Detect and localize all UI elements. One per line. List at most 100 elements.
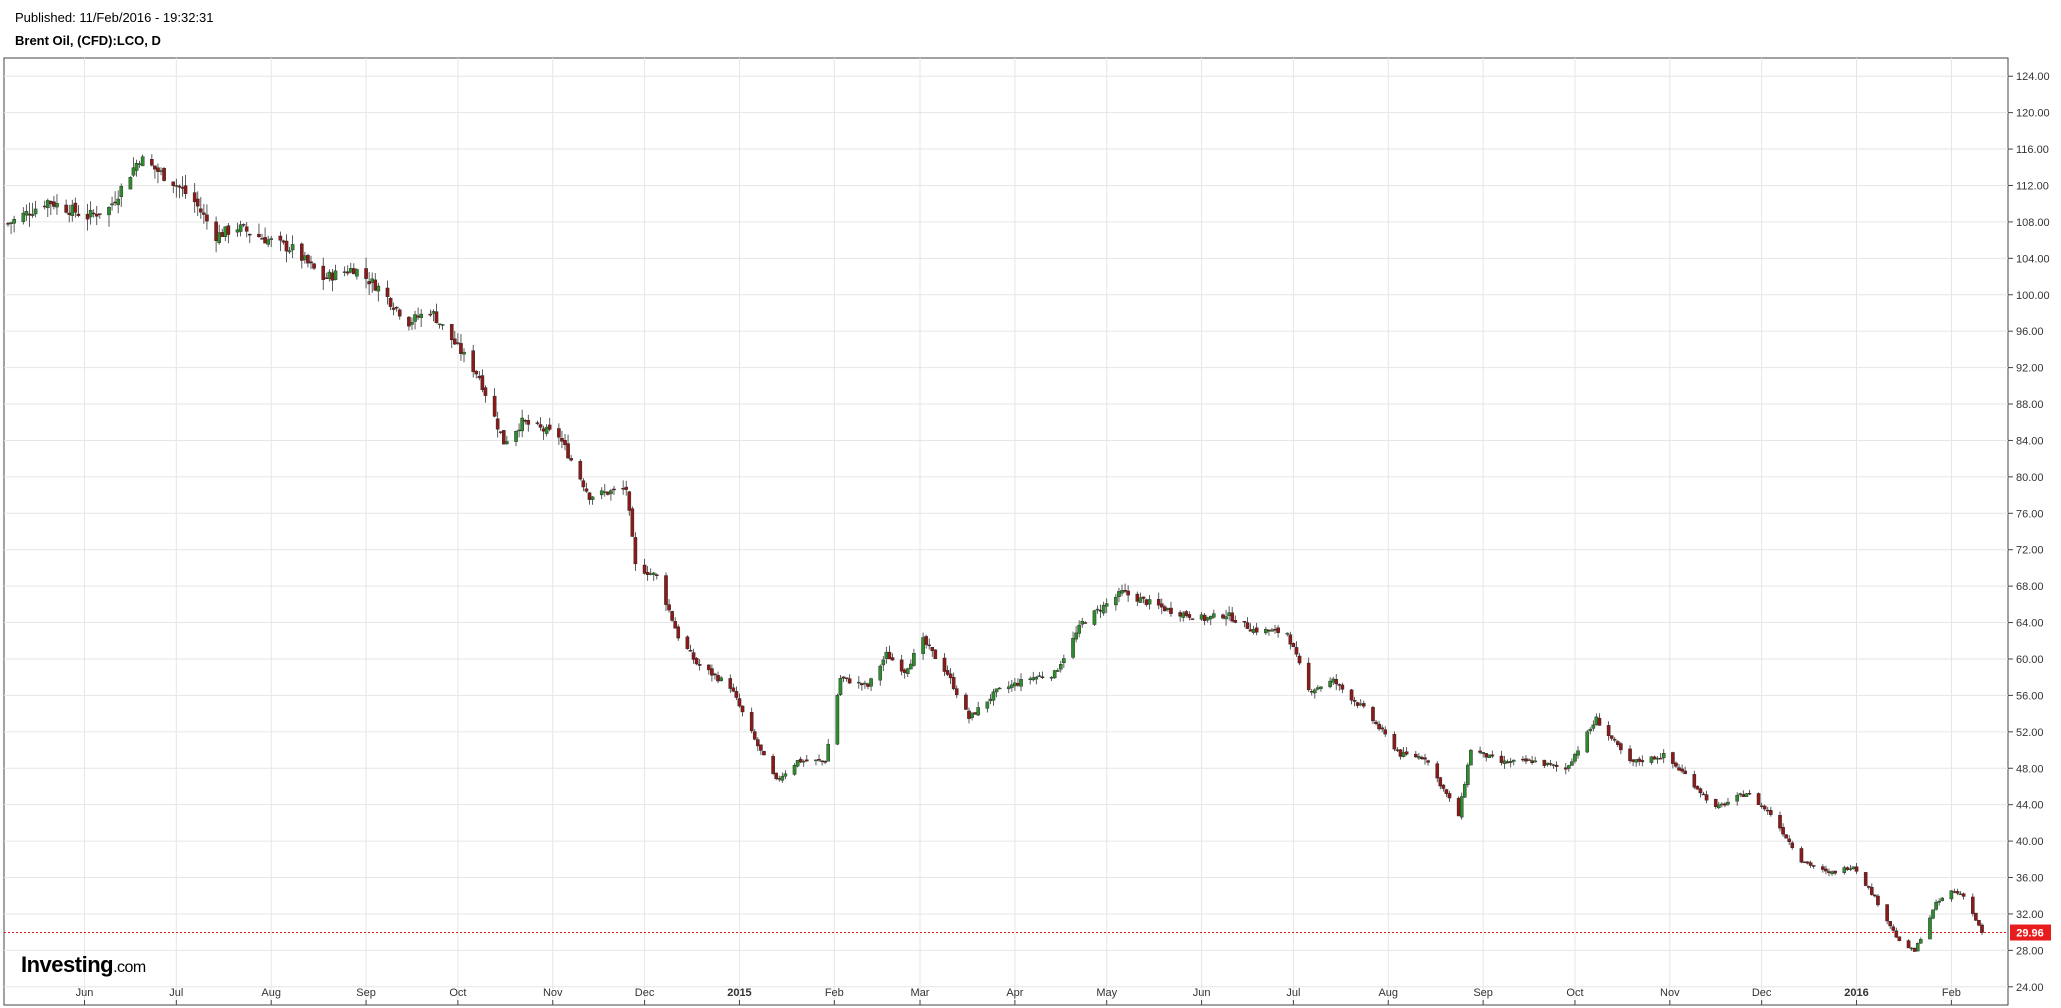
candle-body [49, 201, 53, 205]
candle-body [1414, 753, 1418, 758]
candle-body [1671, 752, 1675, 764]
x-tick-label: Mar [911, 987, 930, 999]
candle-body [1294, 647, 1299, 655]
candle-body [342, 271, 347, 273]
y-tick-label: 84.00 [2016, 435, 2044, 447]
candle-body [798, 758, 803, 763]
candle-body [517, 429, 521, 432]
candle-body [107, 207, 111, 216]
candle-body [330, 272, 335, 281]
candle-body [91, 212, 96, 215]
candle-body [1426, 760, 1430, 763]
x-tick-label: Jun [1193, 987, 1211, 999]
candle-body [688, 650, 693, 652]
candle-body [1658, 757, 1663, 760]
candle-body [64, 204, 68, 213]
y-tick-label: 64.00 [2016, 618, 2044, 630]
candle-body [1377, 723, 1381, 730]
candle-body [290, 244, 295, 251]
candle-body [566, 443, 570, 459]
candle-body [749, 712, 754, 732]
candle-body [1842, 867, 1847, 873]
candle-body [881, 659, 886, 666]
candle-body [1765, 809, 1770, 812]
candle-body [1551, 764, 1556, 766]
candle-body [1352, 700, 1357, 702]
candle-body [930, 647, 935, 651]
candle-body [1159, 603, 1164, 608]
candle-body [1637, 758, 1642, 762]
candle-body [110, 203, 114, 206]
y-tick-label: 124.00 [2016, 71, 2050, 83]
candle-body [685, 636, 690, 650]
candle-body [1894, 930, 1899, 938]
candle-body [202, 212, 206, 215]
candle-body [98, 213, 102, 215]
candle-body [260, 238, 264, 240]
last-price-tag-label: 29.96 [2016, 928, 2044, 940]
candle-body [1854, 866, 1859, 872]
candle-body [1563, 767, 1568, 770]
candle-body [150, 159, 154, 166]
logo-suffix-text: .com [113, 959, 146, 976]
candle-body [752, 731, 757, 740]
candle-body [997, 687, 1002, 690]
candle-body [801, 760, 806, 763]
candle-body [1713, 799, 1718, 807]
candle-body [633, 537, 638, 565]
y-tick-label: 36.00 [2016, 873, 2044, 885]
candle-body [1747, 792, 1752, 795]
candle-body [1420, 757, 1424, 760]
candle-body [1083, 622, 1088, 624]
candle-body [569, 458, 573, 461]
candle-body [199, 208, 203, 213]
candle-body [177, 185, 182, 188]
candle-body [1123, 589, 1127, 592]
candle-body [863, 682, 867, 685]
candle-body [884, 651, 889, 659]
candle-body [590, 496, 595, 500]
candle-body [520, 417, 524, 432]
candle-body [954, 688, 959, 696]
candle-body [612, 488, 616, 491]
candle-body [538, 424, 543, 428]
candle-body [355, 269, 359, 277]
x-tick-label: Jun [76, 987, 94, 999]
candle-body [492, 395, 497, 417]
candle-body [269, 238, 274, 240]
candle-body [1619, 743, 1623, 751]
candle-body [1585, 731, 1589, 753]
candle-body [440, 324, 445, 326]
candle-body [1163, 606, 1167, 612]
candle-body [587, 492, 592, 500]
candle-body [820, 760, 824, 762]
x-tick-label: Nov [543, 987, 563, 999]
candle-body [67, 212, 72, 215]
candle-body [1291, 642, 1296, 648]
candle-body [1208, 615, 1213, 620]
x-tick-label: 2016 [1844, 987, 1868, 999]
candle-body [1013, 682, 1017, 687]
candle-body [1961, 893, 1966, 897]
candle-body [1055, 670, 1060, 672]
candle-body [1741, 794, 1746, 797]
candle-body [823, 761, 827, 763]
candle-body [1104, 603, 1109, 607]
last-price-tag-box [2010, 924, 2051, 941]
candle-body [1190, 618, 1195, 620]
candle-body [214, 221, 218, 241]
candle-body [266, 239, 270, 245]
candle-body [994, 688, 999, 693]
x-tick-label: Feb [1942, 987, 1961, 999]
candle-body [1052, 670, 1057, 679]
candle-body [1576, 750, 1580, 756]
candle-body [505, 441, 509, 445]
candle-body [1178, 612, 1182, 617]
candle-body [1077, 624, 1081, 634]
candle-body [1649, 756, 1654, 763]
candle-body [1524, 758, 1528, 762]
candle-body [52, 201, 56, 207]
candle-body [1591, 724, 1596, 729]
y-tick-label: 68.00 [2016, 581, 2044, 593]
